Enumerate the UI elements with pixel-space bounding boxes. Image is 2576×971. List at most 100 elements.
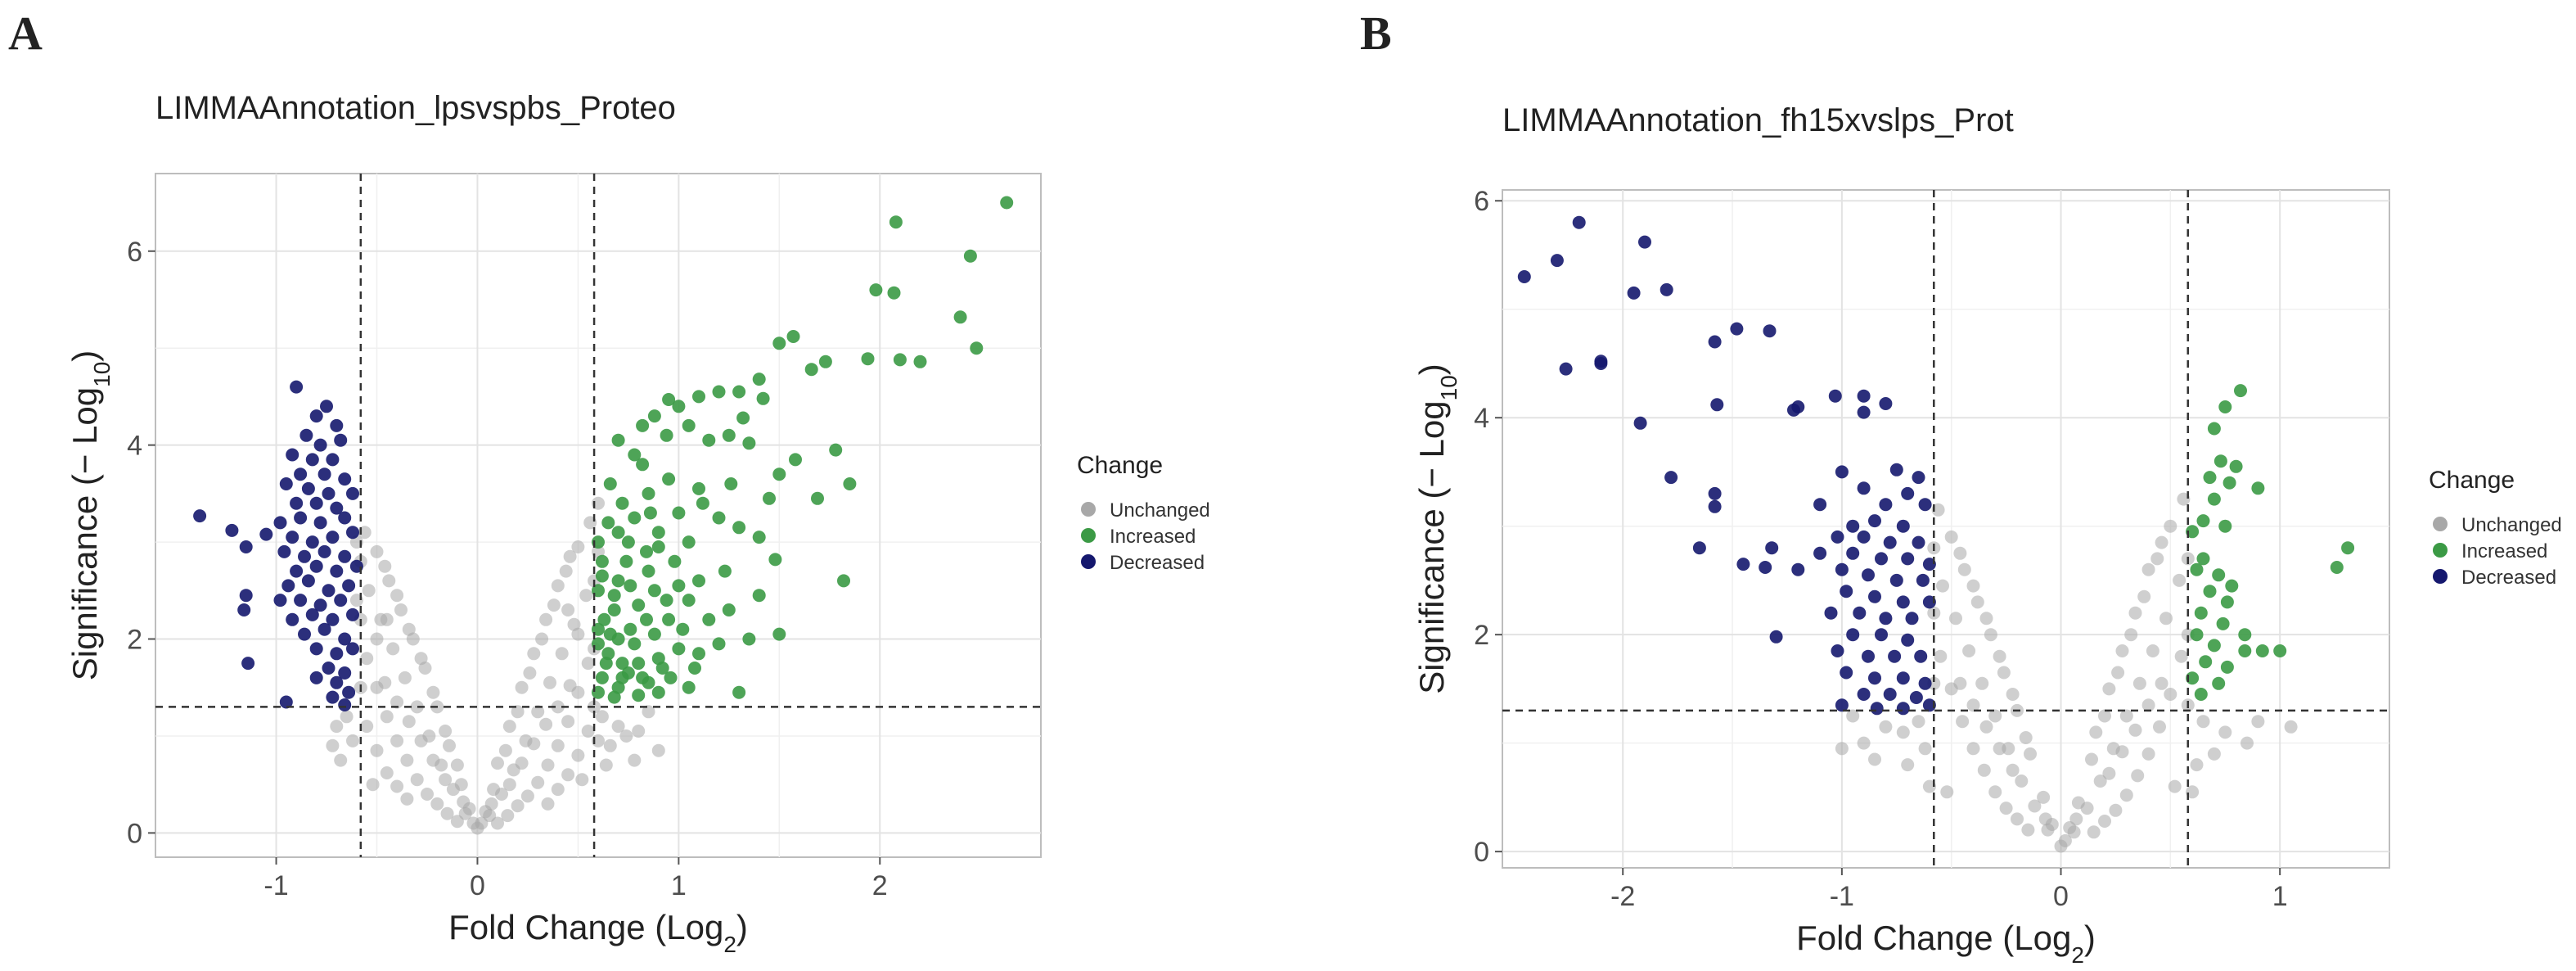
data-point-unchanged: [2190, 758, 2204, 772]
data-point-increased: [636, 671, 650, 684]
y-tick-label: 4: [1474, 403, 1489, 434]
data-point-increased: [647, 584, 661, 598]
data-point-increased: [647, 409, 661, 423]
data-point-unchanged: [628, 753, 642, 767]
data-point-unchanged: [547, 598, 561, 612]
data-point-unchanged: [390, 695, 404, 709]
data-point-unchanged: [2041, 823, 2055, 837]
data-point-unchanged: [2153, 720, 2166, 734]
data-point-increased: [682, 418, 696, 432]
data-point-decreased: [279, 695, 293, 709]
data-point-unchanged: [551, 783, 565, 797]
x-axis-title: Fold Change (Log2): [448, 908, 748, 957]
series-increased: [592, 196, 1014, 704]
data-point-decreased: [1901, 633, 1915, 647]
data-point-unchanged: [515, 680, 529, 694]
data-point-unchanged: [2168, 779, 2182, 793]
series-decreased: [193, 380, 363, 711]
data-point-unchanged: [2186, 785, 2200, 799]
data-point-unchanged: [1997, 666, 2011, 680]
data-point-decreased: [290, 564, 304, 578]
data-point-decreased: [1883, 535, 1897, 549]
data-point-increased: [789, 453, 802, 467]
data-point-decreased: [1692, 541, 1706, 555]
data-point-unchanged: [402, 622, 416, 636]
data-point-increased: [861, 352, 875, 366]
data-point-unchanged: [581, 725, 595, 738]
x-axis-title: Fold Change (Log2): [1796, 919, 2096, 968]
data-point-unchanged: [535, 632, 549, 646]
data-point-increased: [702, 433, 716, 447]
data-point-increased: [712, 637, 726, 651]
data-point-increased: [607, 690, 621, 704]
data-point-unchanged: [1944, 530, 1958, 544]
data-point-decreased: [1901, 486, 1915, 500]
data-point-decreased: [338, 698, 352, 711]
data-point-unchanged: [450, 815, 464, 829]
data-point-unchanged: [2119, 788, 2133, 802]
panel-letter-A: A: [8, 7, 43, 60]
data-point-increased: [696, 496, 709, 510]
data-point-unchanged: [2150, 552, 2164, 566]
legend: Change Unchanged Increased Decreased: [2429, 467, 2562, 589]
data-point-unchanged: [2006, 688, 2020, 701]
data-point-unchanged: [1953, 546, 1967, 560]
data-point-increased: [636, 418, 650, 432]
data-point-increased: [2194, 606, 2208, 620]
data-point-increased: [712, 385, 726, 399]
data-point-unchanged: [1949, 612, 1962, 626]
data-point-decreased: [326, 453, 340, 467]
data-point-unchanged: [2058, 833, 2072, 847]
legend-key-increased: [1081, 528, 1096, 543]
data-point-unchanged: [390, 779, 404, 793]
data-point-unchanged: [595, 710, 609, 724]
data-point-unchanged: [414, 652, 428, 666]
data-point-unchanged: [414, 734, 428, 747]
data-point-unchanged: [439, 773, 453, 787]
data-point-increased: [601, 516, 615, 530]
data-point-unchanged: [378, 675, 392, 689]
data-point-unchanged: [2128, 723, 2142, 737]
panel-letter-B: B: [1360, 7, 1392, 60]
data-point-unchanged: [563, 549, 577, 563]
y-tick-label: 2: [127, 625, 142, 656]
data-point-decreased: [1627, 286, 1641, 300]
data-point-unchanged: [559, 564, 573, 578]
data-point-decreased: [1736, 558, 1750, 571]
series-unchanged: [326, 496, 665, 835]
data-point-unchanged: [1993, 742, 2006, 756]
data-point-unchanged: [491, 756, 504, 770]
data-point-unchanged: [1966, 579, 1980, 593]
data-point-decreased: [1660, 282, 1673, 296]
data-point-increased: [2218, 519, 2232, 533]
data-point-decreased: [305, 453, 319, 467]
data-point-increased: [724, 477, 738, 490]
data-point-decreased: [301, 481, 315, 495]
data-point-decreased: [225, 523, 239, 537]
data-point-increased: [621, 535, 635, 549]
data-point-decreased: [1922, 595, 1936, 609]
data-point-increased: [662, 472, 676, 486]
series-increased: [2186, 384, 2355, 701]
data-point-decreased: [1905, 612, 1919, 626]
data-point-unchanged: [531, 775, 545, 789]
data-point-unchanged: [2011, 812, 2024, 826]
data-point-increased: [607, 589, 621, 603]
data-point-increased: [869, 283, 883, 297]
data-point-unchanged: [2019, 731, 2033, 744]
data-point-unchanged: [1966, 742, 1980, 756]
data-point-increased: [772, 627, 786, 641]
data-point-decreased: [1831, 644, 1844, 657]
data-point-decreased: [322, 486, 336, 500]
plot-title: LIMMAAnnotation_fh15xvslps_Prot: [1502, 102, 2014, 138]
data-point-unchanged: [571, 627, 585, 641]
data-point-increased: [722, 603, 736, 616]
data-point-unchanged: [2093, 775, 2107, 788]
data-point-decreased: [1638, 235, 1651, 249]
data-point-increased: [811, 491, 824, 505]
data-point-increased: [611, 574, 625, 588]
data-point-increased: [655, 662, 669, 675]
data-point-increased: [837, 574, 850, 588]
data-point-increased: [2251, 481, 2265, 495]
data-point-unchanged: [611, 720, 625, 734]
